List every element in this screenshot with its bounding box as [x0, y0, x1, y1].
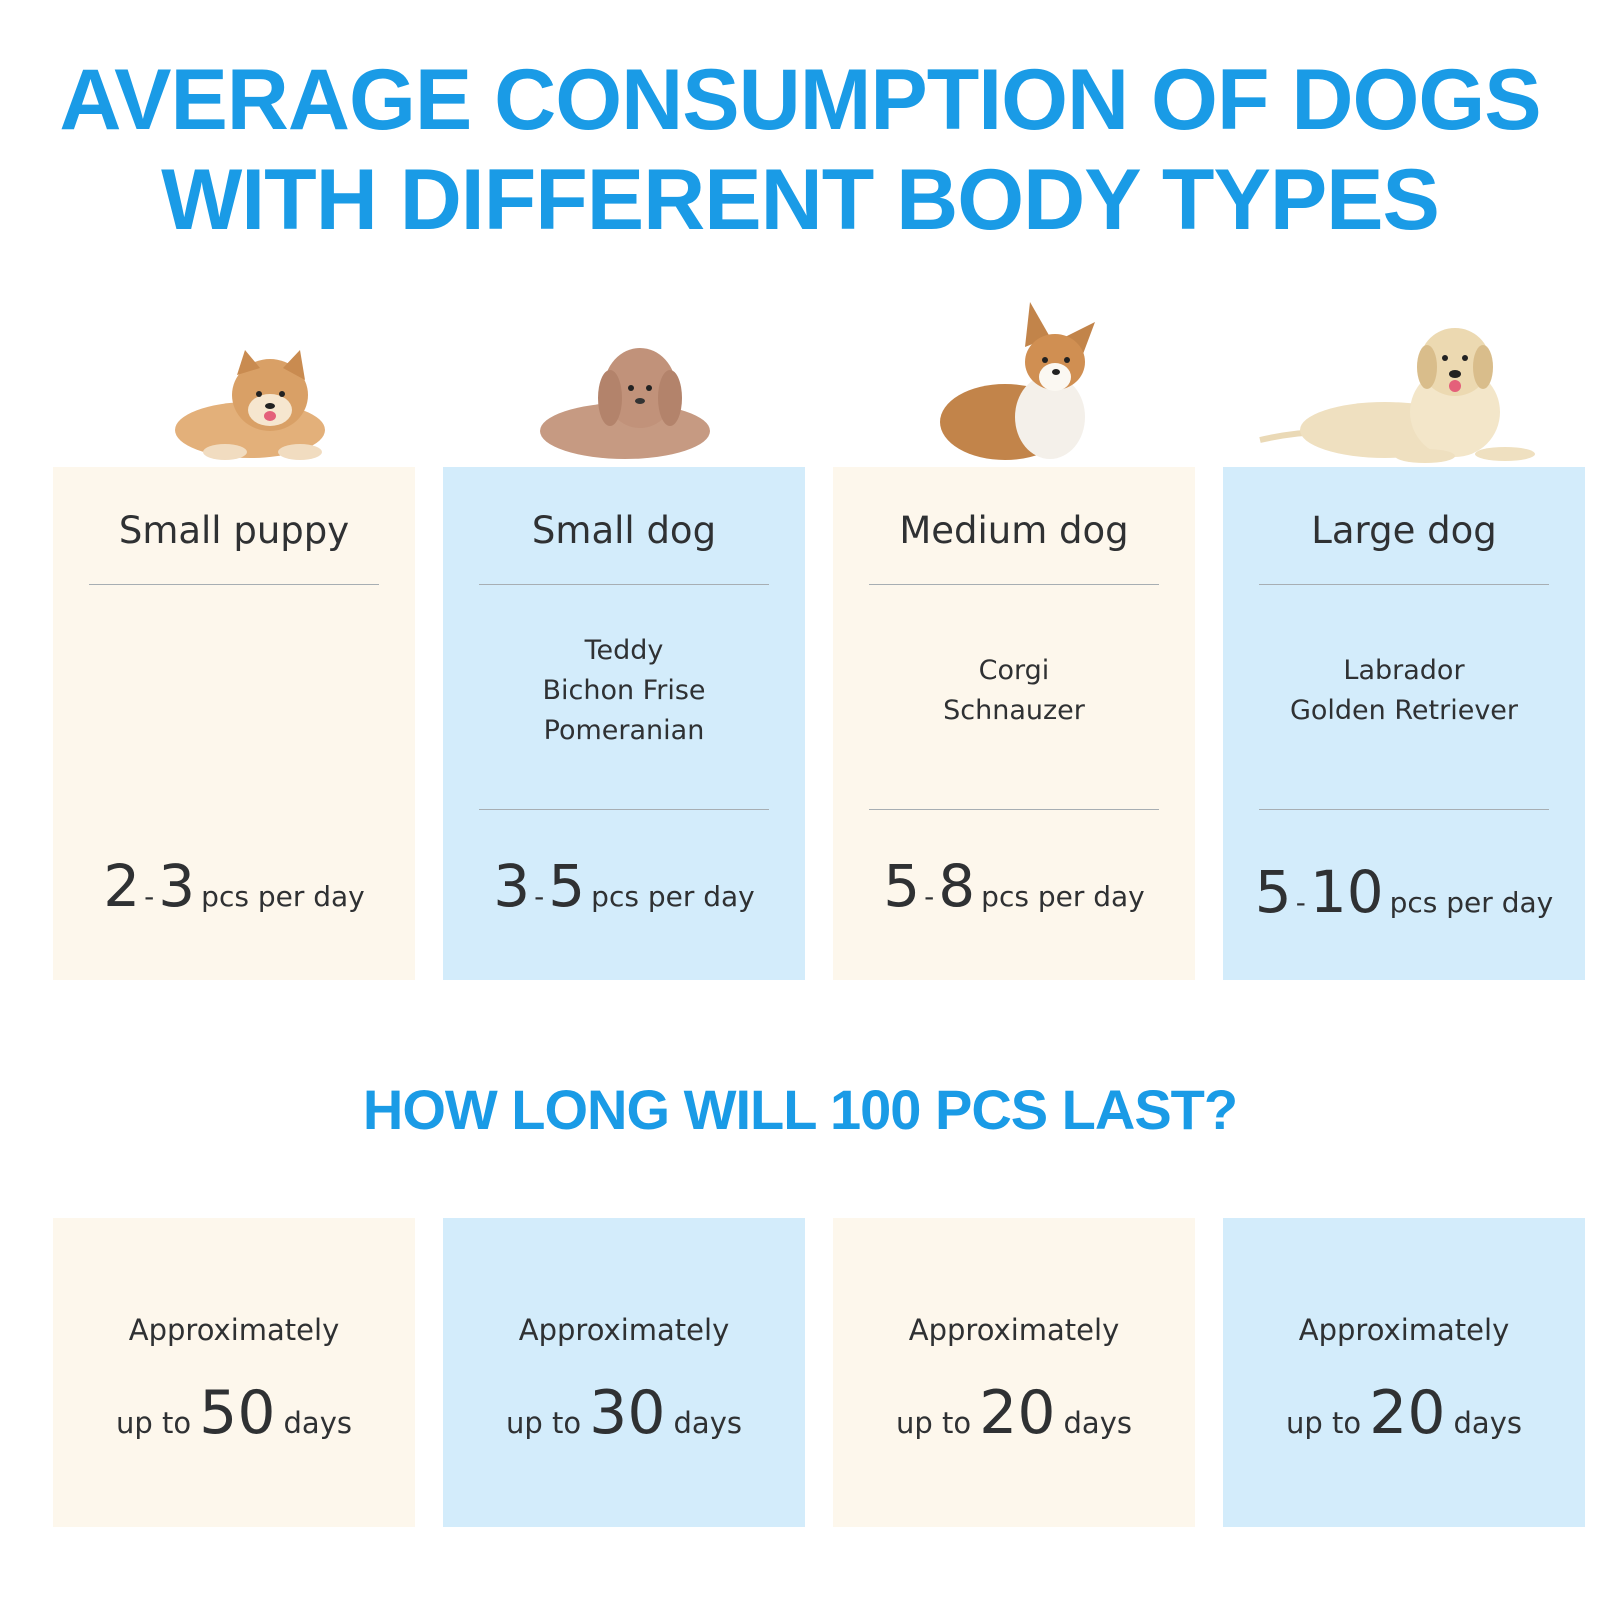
- max-value: 10: [1309, 858, 1384, 926]
- suffix: days: [1453, 1406, 1522, 1440]
- breed-list: Teddy Bichon Frise Pomeranian: [443, 631, 805, 751]
- body-type-name: Medium dog: [899, 509, 1129, 552]
- approx-label: Approximately: [908, 1313, 1120, 1347]
- days-number: 20: [1369, 1378, 1446, 1448]
- divider: [479, 809, 769, 810]
- divider: [1259, 584, 1549, 585]
- breed: Pomeranian: [543, 715, 705, 746]
- days-number: 30: [589, 1378, 666, 1448]
- unit-label: pcs per day: [981, 880, 1145, 913]
- prefix: up to: [506, 1406, 582, 1440]
- page-title-line-1: AVERAGE CONSUMPTION OF DOGS: [59, 52, 1541, 148]
- prefix: up to: [1286, 1406, 1362, 1440]
- divider: [479, 584, 769, 585]
- daily-consumption: 3 -5 pcs per day: [443, 852, 805, 920]
- body-type-card-small-dog: Small dog Teddy Bichon Frise Pomeranian …: [443, 467, 805, 980]
- daily-consumption: 5 -8 pcs per day: [833, 852, 1195, 920]
- body-type-name: Small dog: [531, 509, 717, 552]
- suffix: days: [1063, 1406, 1132, 1440]
- range-dash: -: [924, 880, 935, 913]
- daily-consumption: 2 -3 pcs per day: [53, 852, 415, 920]
- poodle-image: [540, 348, 710, 459]
- min-value: 3: [493, 852, 531, 920]
- min-value: 5: [883, 852, 921, 920]
- duration-value: up to 20 days: [833, 1378, 1195, 1448]
- max-value: 5: [548, 852, 586, 920]
- suffix: days: [673, 1406, 742, 1440]
- breed: Golden Retriever: [1289, 695, 1519, 726]
- approx-label: Approximately: [1298, 1313, 1510, 1347]
- body-type-name: Large dog: [1311, 509, 1497, 552]
- unit-label: pcs per day: [201, 880, 365, 913]
- max-value: 8: [938, 852, 976, 920]
- range-dash: -: [1295, 886, 1306, 919]
- duration-card: Approximately up to 30 days: [443, 1218, 805, 1527]
- breed: Bichon Frise: [542, 675, 706, 706]
- prefix: up to: [896, 1406, 972, 1440]
- duration-value: up to 30 days: [443, 1378, 805, 1448]
- body-type-card-large-dog: Large dog Labrador Golden Retriever 5 -10…: [1223, 467, 1585, 980]
- range-dash: -: [534, 880, 545, 913]
- min-value: 5: [1254, 858, 1292, 926]
- breed: Labrador: [1343, 655, 1465, 686]
- suffix: days: [283, 1406, 352, 1440]
- approx-label: Approximately: [128, 1313, 340, 1347]
- duration-card: Approximately up to 50 days: [53, 1218, 415, 1527]
- divider: [89, 584, 379, 585]
- divider: [1259, 809, 1549, 810]
- breed: Schnauzer: [943, 695, 1085, 726]
- breed: Teddy: [584, 635, 664, 666]
- body-type-name: Small puppy: [118, 509, 350, 552]
- days-number: 50: [199, 1378, 276, 1448]
- unit-label: pcs per day: [1389, 886, 1554, 919]
- divider: [869, 809, 1159, 810]
- breed-list: Labrador Golden Retriever: [1223, 651, 1585, 731]
- duration-card: Approximately up to 20 days: [833, 1218, 1195, 1527]
- max-value: 3: [158, 852, 196, 920]
- prefix: up to: [116, 1406, 192, 1440]
- min-value: 2: [103, 852, 141, 920]
- shiba-puppy-image: [175, 350, 325, 460]
- breed: Corgi: [978, 655, 1050, 686]
- body-type-card-small-puppy: Small puppy 2 -3 pcs per day: [53, 467, 415, 980]
- breed-list: Corgi Schnauzer: [833, 651, 1195, 731]
- duration-heading: HOW LONG WILL 100 PCS LAST?: [362, 1078, 1238, 1141]
- days-number: 20: [979, 1378, 1056, 1448]
- duration-value: up to 50 days: [53, 1378, 415, 1448]
- page-title-line-2: WITH DIFFERENT BODY TYPES: [161, 152, 1440, 248]
- divider: [869, 584, 1159, 585]
- daily-consumption: 5 -10 pcs per day: [1223, 858, 1585, 926]
- labrador-image: [1259, 328, 1535, 463]
- corgi-image: [940, 302, 1095, 460]
- approx-label: Approximately: [518, 1313, 730, 1347]
- duration-value: up to 20 days: [1223, 1378, 1585, 1448]
- body-type-card-medium-dog: Medium dog Corgi Schnauzer 5 -8 pcs per da…: [833, 467, 1195, 980]
- range-dash: -: [144, 880, 155, 913]
- duration-card: Approximately up to 20 days: [1223, 1218, 1585, 1527]
- unit-label: pcs per day: [591, 880, 755, 913]
